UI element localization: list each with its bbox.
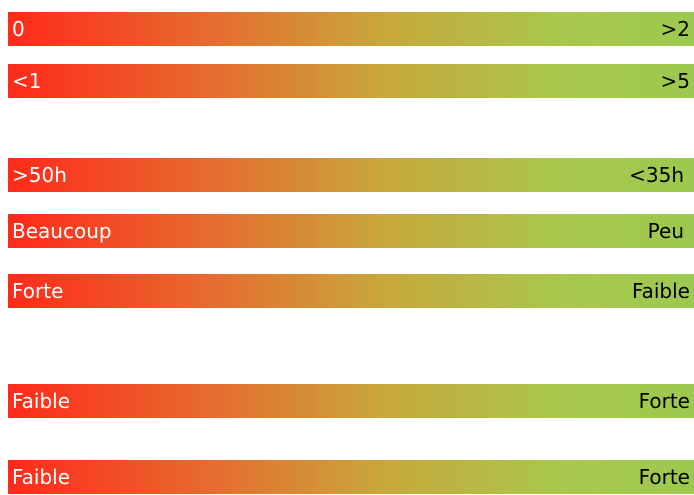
gradient-scale-bar-6: Faible Forte <box>8 384 694 418</box>
scale-right-label: Forte <box>638 389 690 413</box>
scale-left-label: 0 <box>12 17 25 41</box>
gradient-scale-bar-7: Faible Forte <box>8 460 694 494</box>
scale-right-label: <35h <box>629 163 684 187</box>
gradient-scale-bar-1: 0 >2 <box>8 12 694 46</box>
scale-left-label: Forte <box>12 279 64 303</box>
gradient-scale-bar-4: Beaucoup Peu <box>8 214 694 248</box>
gradient-scale-bar-2: <1 >5 <box>8 64 694 98</box>
scale-left-label: Faible <box>12 465 71 489</box>
scale-right-label: >2 <box>660 17 690 41</box>
gradient-scale-bar-5: Forte Faible <box>8 274 694 308</box>
scale-right-label: Forte <box>638 465 690 489</box>
scale-right-label: Faible <box>631 279 690 303</box>
scale-right-label: Peu <box>647 219 684 243</box>
scale-left-label: Faible <box>12 389 71 413</box>
scale-right-label: >5 <box>660 69 690 93</box>
scale-left-label: >50h <box>12 163 67 187</box>
scale-left-label: Beaucoup <box>12 219 112 243</box>
scale-left-label: <1 <box>12 69 42 93</box>
gradient-scale-bar-3: >50h <35h <box>8 158 694 192</box>
